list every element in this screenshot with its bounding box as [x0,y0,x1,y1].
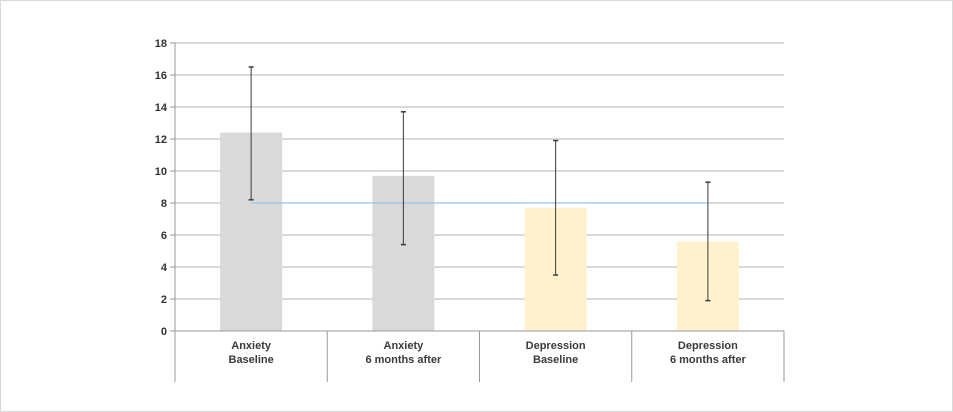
y-tick-label: 0 [161,326,167,338]
category-label: Baseline [229,354,274,366]
category-label: 6 months after [365,354,442,366]
category-label: Anxiety [384,340,425,352]
y-tick-label: 16 [155,70,167,82]
y-tick-label: 12 [155,134,167,146]
y-axis-tick-labels: 0 2 4 6 8 10 12 14 16 18 [155,38,168,338]
bars [220,132,739,331]
y-tick-label: 18 [155,38,167,50]
category-label: Anxiety [231,340,272,352]
y-tick-label: 4 [161,262,168,274]
y-tick-label: 2 [161,294,167,306]
x-axis [174,330,785,382]
x-axis-category-labels: Anxiety Baseline Anxiety 6 months after Depr… [229,340,747,366]
y-tick-label: 6 [161,230,167,242]
category-label: Depression [526,340,586,352]
y-tick-label: 8 [161,198,167,210]
error-bars [248,66,711,302]
y-tick-label: 14 [155,102,168,114]
category-label: 6 months after [670,354,747,366]
category-label: Depression [678,340,738,352]
y-tick-label: 10 [155,166,167,178]
category-label: Baseline [533,354,578,366]
